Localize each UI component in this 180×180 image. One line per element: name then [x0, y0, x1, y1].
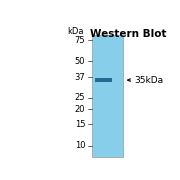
Bar — [95, 78, 112, 82]
Text: 20: 20 — [75, 105, 85, 114]
Text: 35kDa: 35kDa — [134, 76, 163, 85]
Text: 25: 25 — [75, 93, 85, 102]
Text: Western Blot: Western Blot — [90, 28, 167, 39]
Text: 15: 15 — [75, 120, 85, 129]
Text: kDa: kDa — [67, 27, 84, 36]
Text: 10: 10 — [75, 141, 85, 150]
Text: 75: 75 — [75, 36, 85, 45]
Bar — [92, 35, 123, 158]
Text: 37: 37 — [75, 73, 85, 82]
Text: 50: 50 — [75, 57, 85, 66]
